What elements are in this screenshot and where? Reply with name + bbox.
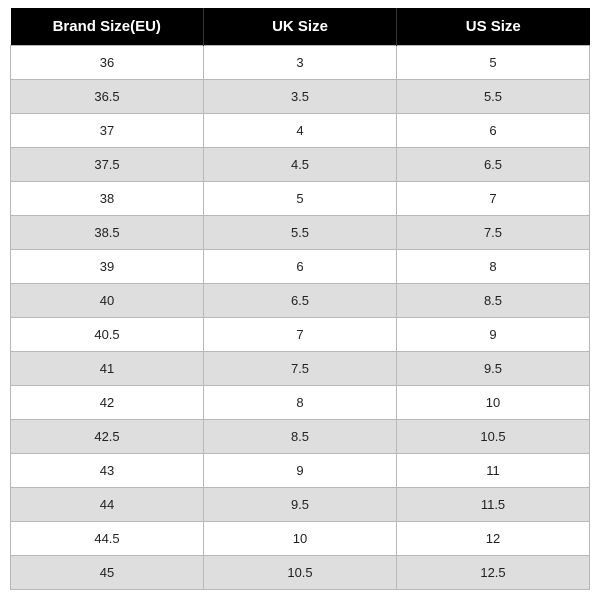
- cell-eu: 41: [11, 352, 204, 386]
- table-row: 39 6 8: [11, 250, 590, 284]
- cell-us: 11.5: [397, 488, 590, 522]
- table-row: 44.5 10 12: [11, 522, 590, 556]
- col-header-eu: Brand Size(EU): [11, 8, 204, 46]
- cell-uk: 6.5: [204, 284, 397, 318]
- table-row: 40 6.5 8.5: [11, 284, 590, 318]
- cell-eu: 37.5: [11, 148, 204, 182]
- cell-eu: 43: [11, 454, 204, 488]
- cell-us: 7: [397, 182, 590, 216]
- cell-eu: 45: [11, 556, 204, 590]
- cell-uk: 10: [204, 522, 397, 556]
- cell-uk: 8: [204, 386, 397, 420]
- cell-eu: 37: [11, 114, 204, 148]
- cell-uk: 8.5: [204, 420, 397, 454]
- cell-uk: 10.5: [204, 556, 397, 590]
- cell-us: 11: [397, 454, 590, 488]
- cell-us: 6.5: [397, 148, 590, 182]
- cell-uk: 7.5: [204, 352, 397, 386]
- cell-eu: 44: [11, 488, 204, 522]
- cell-uk: 3: [204, 46, 397, 80]
- cell-uk: 6: [204, 250, 397, 284]
- cell-uk: 5.5: [204, 216, 397, 250]
- table-row: 36.5 3.5 5.5: [11, 80, 590, 114]
- cell-us: 9: [397, 318, 590, 352]
- table-row: 40.5 7 9: [11, 318, 590, 352]
- table-row: 37 4 6: [11, 114, 590, 148]
- table-row: 43 9 11: [11, 454, 590, 488]
- table-row: 42 8 10: [11, 386, 590, 420]
- size-chart-table: Brand Size(EU) UK Size US Size 36 3 5 36…: [10, 8, 590, 590]
- cell-us: 8.5: [397, 284, 590, 318]
- cell-us: 9.5: [397, 352, 590, 386]
- cell-uk: 7: [204, 318, 397, 352]
- cell-us: 5.5: [397, 80, 590, 114]
- cell-eu: 42: [11, 386, 204, 420]
- cell-us: 8: [397, 250, 590, 284]
- col-header-us: US Size: [397, 8, 590, 46]
- cell-uk: 4.5: [204, 148, 397, 182]
- cell-us: 10: [397, 386, 590, 420]
- table-row: 44 9.5 11.5: [11, 488, 590, 522]
- table-row: 36 3 5: [11, 46, 590, 80]
- table-row: 38.5 5.5 7.5: [11, 216, 590, 250]
- table-body: 36 3 5 36.5 3.5 5.5 37 4 6 37.5 4.5 6.5 …: [11, 46, 590, 590]
- cell-us: 7.5: [397, 216, 590, 250]
- table-row: 45 10.5 12.5: [11, 556, 590, 590]
- cell-uk: 9: [204, 454, 397, 488]
- cell-uk: 3.5: [204, 80, 397, 114]
- table-header-row: Brand Size(EU) UK Size US Size: [11, 8, 590, 46]
- cell-us: 12: [397, 522, 590, 556]
- table-row: 38 5 7: [11, 182, 590, 216]
- cell-us: 12.5: [397, 556, 590, 590]
- cell-uk: 9.5: [204, 488, 397, 522]
- col-header-uk: UK Size: [204, 8, 397, 46]
- cell-eu: 40: [11, 284, 204, 318]
- cell-eu: 44.5: [11, 522, 204, 556]
- table-row: 37.5 4.5 6.5: [11, 148, 590, 182]
- cell-eu: 38.5: [11, 216, 204, 250]
- cell-eu: 36: [11, 46, 204, 80]
- cell-us: 6: [397, 114, 590, 148]
- cell-eu: 40.5: [11, 318, 204, 352]
- cell-uk: 5: [204, 182, 397, 216]
- cell-eu: 42.5: [11, 420, 204, 454]
- cell-uk: 4: [204, 114, 397, 148]
- cell-eu: 36.5: [11, 80, 204, 114]
- cell-us: 5: [397, 46, 590, 80]
- cell-eu: 38: [11, 182, 204, 216]
- table-row: 42.5 8.5 10.5: [11, 420, 590, 454]
- cell-eu: 39: [11, 250, 204, 284]
- cell-us: 10.5: [397, 420, 590, 454]
- table-row: 41 7.5 9.5: [11, 352, 590, 386]
